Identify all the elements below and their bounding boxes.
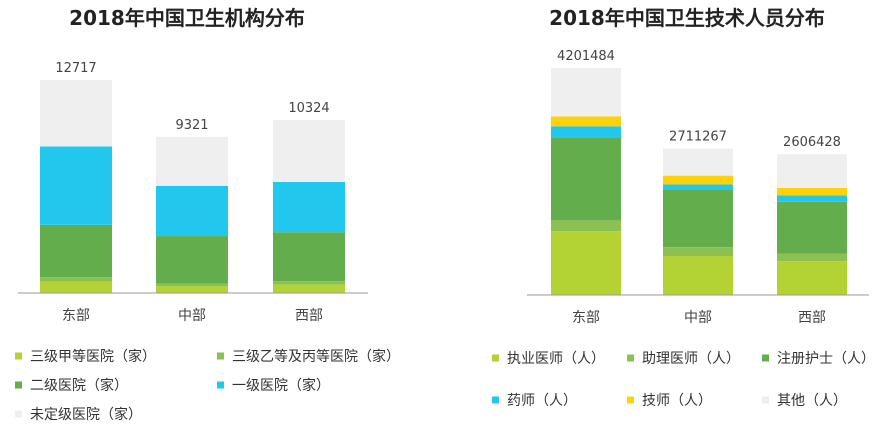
- chart2-total-label-中部: 2711267: [669, 130, 727, 145]
- chart1-legend-swatch-4: [15, 410, 22, 418]
- chart2-bar-西部-series-5: [777, 154, 847, 188]
- chart2-bar-中部-series-1: [663, 247, 733, 257]
- chart1-legend-swatch-0: [15, 352, 22, 360]
- chart1-bar-西部-series-1: [273, 281, 345, 285]
- chart2-legend-label-4: 技师（人）: [642, 393, 712, 409]
- chart2-bar-中部-series-2: [663, 189, 733, 248]
- chart1-bar-中部-series-0: [156, 286, 228, 293]
- chart1-bar-西部-series-4: [273, 120, 345, 182]
- chart1-bar-东部-series-4: [40, 80, 112, 147]
- chart2-bar-中部-series-0: [663, 256, 733, 295]
- chart2-legend-label-1: 助理医师（人）: [642, 351, 740, 367]
- chart1-bar-西部-series-0: [273, 284, 345, 293]
- chart1-bar-中部-series-1: [156, 283, 228, 287]
- chart1-legend-label-3: 一级医院（家）: [232, 377, 330, 394]
- chart1-legend-swatch-1: [217, 352, 224, 360]
- chart1-legend-label-4: 未定级医院（家）: [30, 406, 142, 423]
- chart1-bar-东部-series-1: [40, 277, 112, 282]
- chart1-bar-东部-series-3: [40, 146, 112, 225]
- chart2-total-label-东部: 4201484: [557, 49, 615, 64]
- chart2-bar-中部-series-3: [663, 184, 733, 190]
- chart2-category-label-中部: 中部: [684, 310, 712, 326]
- chart2-bar-西部-series-0: [777, 261, 847, 295]
- chart2-legend-swatch-5: [762, 396, 769, 404]
- chart2-legend-swatch-2: [762, 354, 769, 362]
- chart2-category-label-东部: 东部: [572, 310, 600, 326]
- chart2-legend-label-2: 注册护士（人）: [777, 351, 875, 367]
- chart2-bar-西部-series-3: [777, 195, 847, 202]
- chart2-total-label-西部: 2606428: [783, 135, 841, 150]
- chart2-bar-东部-series-2: [551, 137, 621, 221]
- chart2-bar-西部-series-2: [777, 201, 847, 254]
- chart1-bar-东部-series-0: [40, 281, 112, 293]
- chart1-bar-中部-series-3: [156, 185, 228, 237]
- chart2-bar-中部-series-4: [663, 175, 733, 185]
- chart2-bar-东部-series-3: [551, 126, 621, 138]
- chart1-legend-label-0: 三级甲等医院（家）: [30, 348, 156, 365]
- chart1-legend-label-2: 二级医院（家）: [30, 377, 128, 394]
- chart1-total-label-东部: 12717: [55, 61, 96, 76]
- chart2-legend-label-5: 其他（人）: [777, 393, 847, 409]
- chart1-title: 2018年中国卫生机构分布: [69, 6, 305, 30]
- chart2-legend-label-0: 执业医师（人）: [507, 351, 605, 367]
- chart2-bar-中部-series-5: [663, 148, 733, 176]
- chart1-total-label-中部: 9321: [175, 118, 208, 133]
- chart1-legend-swatch-3: [217, 381, 224, 389]
- chart2-bar-西部-series-1: [777, 253, 847, 262]
- chart1-bar-西部-series-2: [273, 232, 345, 282]
- chart2-bar-西部-series-4: [777, 187, 847, 196]
- chart1-bar-中部-series-4: [156, 136, 228, 186]
- chart1-bar-东部-series-2: [40, 224, 112, 278]
- chart1-legend-swatch-2: [15, 381, 22, 389]
- chart2-legend-swatch-1: [627, 354, 634, 362]
- chart1-total-label-西部: 10324: [288, 101, 329, 116]
- chart2-bar-东部-series-0: [551, 231, 621, 295]
- chart1-legend-label-1: 三级乙等及丙等医院（家）: [232, 348, 400, 365]
- chart1-category-label-中部: 中部: [178, 308, 206, 324]
- chart2-category-label-西部: 西部: [798, 310, 826, 326]
- chart2-title: 2018年中国卫生技术人员分布: [549, 6, 825, 30]
- chart2-legend-swatch-0: [492, 354, 499, 362]
- chart2-legend-swatch-3: [492, 396, 499, 404]
- chart1-bar-西部-series-3: [273, 181, 345, 233]
- chart2-bar-东部-series-4: [551, 116, 621, 127]
- chart2-legend-swatch-4: [627, 396, 634, 404]
- chart2-bar-东部-series-1: [551, 220, 621, 232]
- chart1-bar-中部-series-2: [156, 236, 228, 284]
- chart2-bar-东部-series-5: [551, 68, 621, 117]
- chart1-category-label-西部: 西部: [295, 308, 323, 324]
- chart2-legend-label-3: 药师（人）: [507, 393, 577, 409]
- chart1-category-label-东部: 东部: [62, 308, 90, 324]
